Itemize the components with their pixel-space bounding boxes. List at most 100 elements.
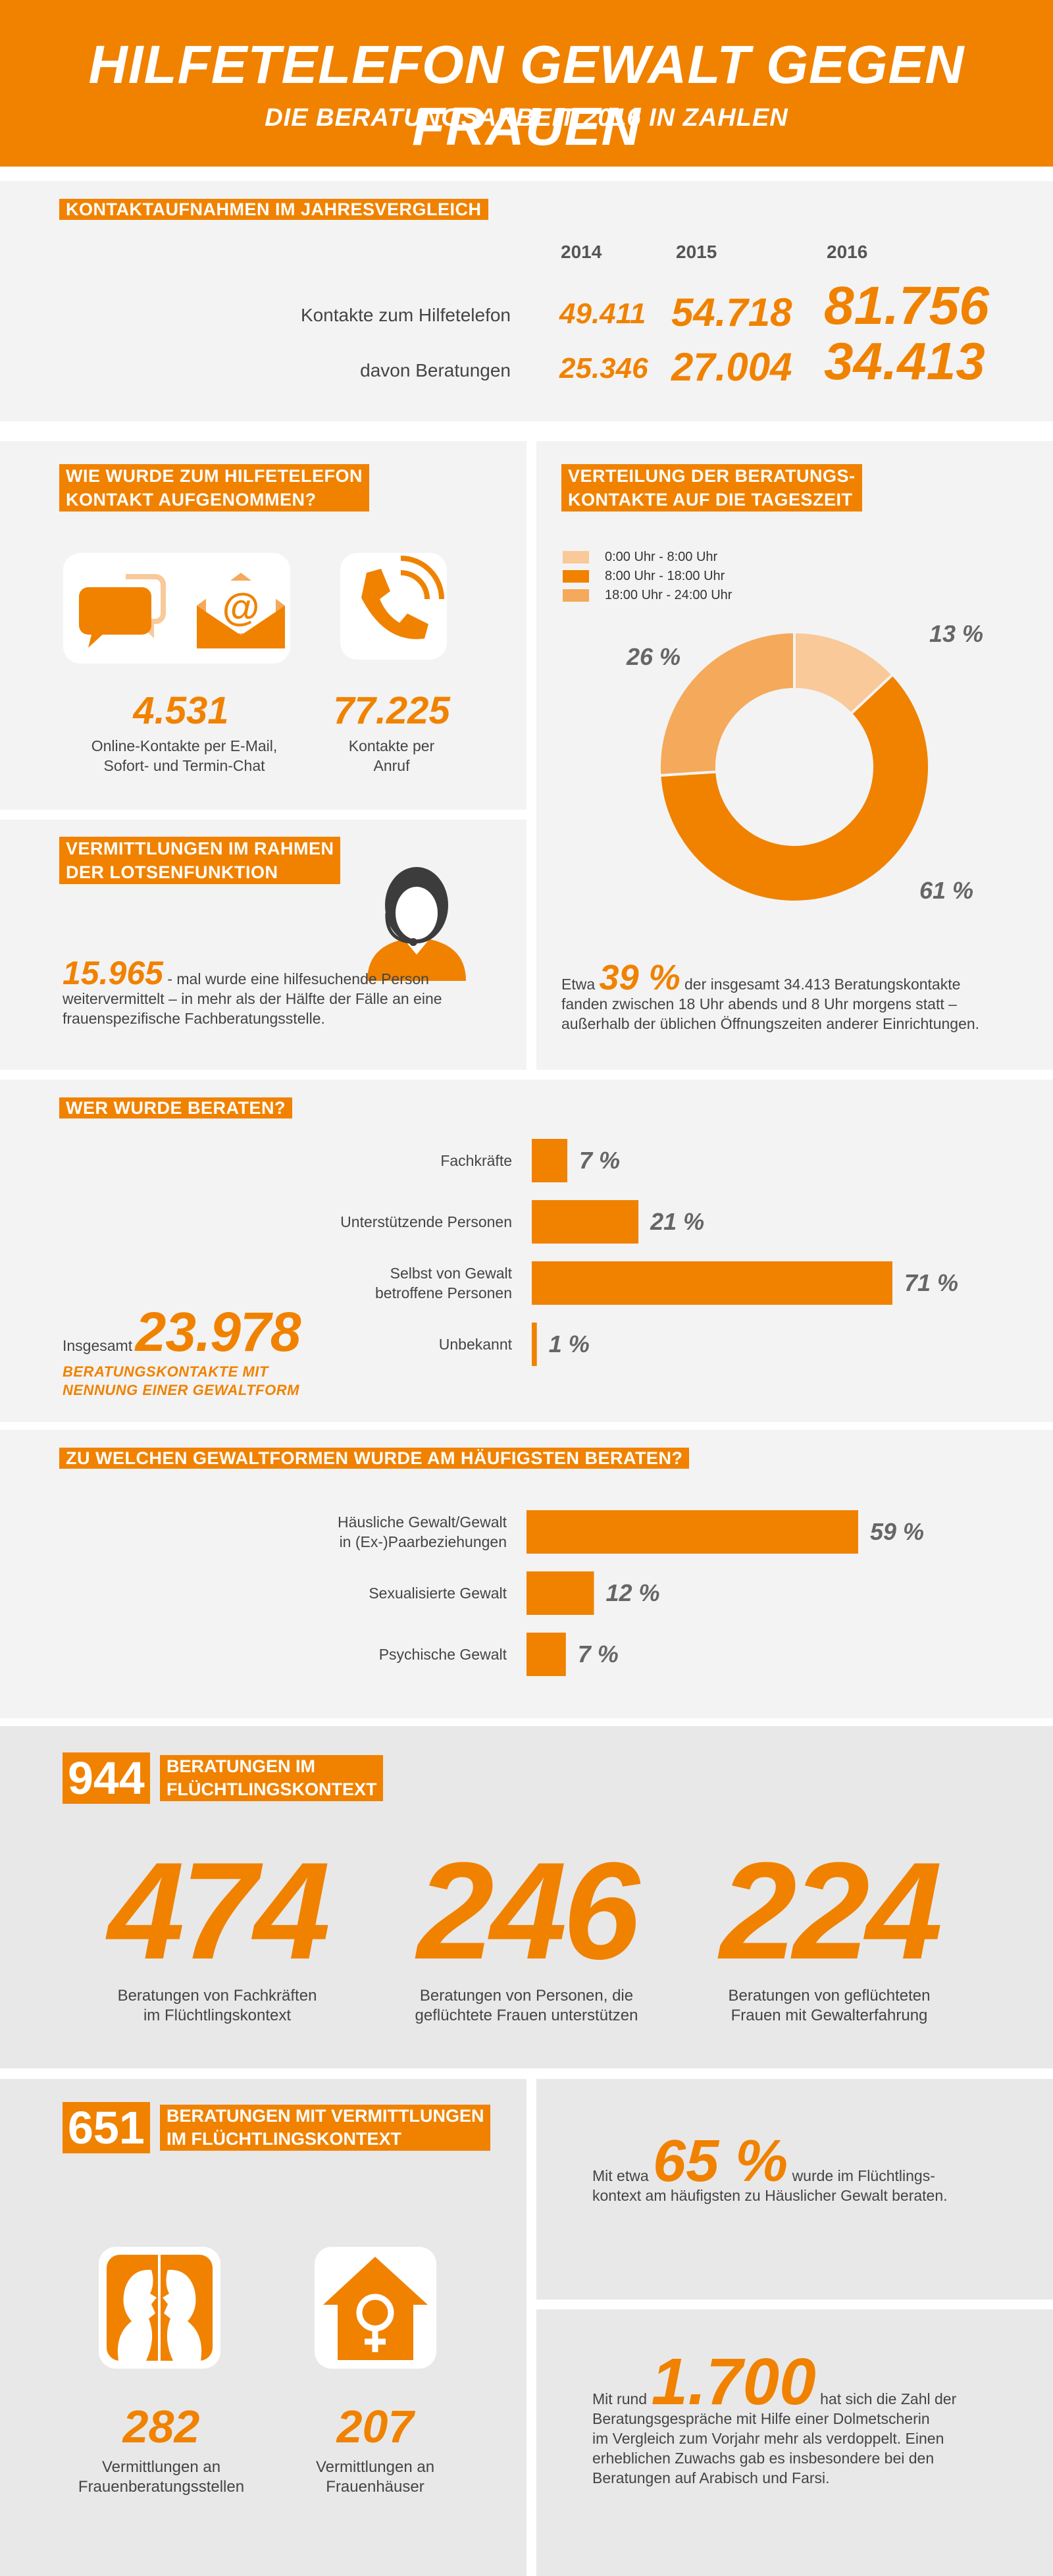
page-subtitle: DIE BERATUNGSARBEIT 2016 IN ZAHLEN bbox=[265, 104, 788, 132]
who-value-2: 71 % bbox=[904, 1269, 958, 1296]
contact-method-panel: WIE WURDE ZUM HILFETELEFON KONTAKT AUFGE… bbox=[0, 441, 526, 810]
contacts-heading: KONTAKTAUFNAHMEN IM JAHRESVERGLEICH bbox=[59, 199, 488, 220]
forms-category-2: Psychische Gewalt bbox=[379, 1646, 507, 1663]
who-value-3: 1 % bbox=[549, 1330, 590, 1357]
legend-swatch-day bbox=[563, 570, 589, 583]
who-category-3: Unbekannt bbox=[439, 1336, 513, 1353]
interpreter-panel: Mit rund 1.700 hat sich die Zahl der Ber… bbox=[536, 2309, 1053, 2576]
referrals-panel: VERMITTLUNGEN IM RAHMEN DER LOTSENFUNKTI… bbox=[0, 820, 526, 1070]
forms-category-0: Häusliche Gewalt/Gewalt in (Ex-)Paarbezie… bbox=[338, 1513, 507, 1550]
who-value-1: 21 % bbox=[650, 1208, 704, 1235]
consultations-2014: 25.346 bbox=[559, 352, 648, 384]
legend-label-day: 8:00 Uhr - 18:00 Uhr bbox=[605, 569, 725, 583]
who-total-prefix: Insgesamt bbox=[63, 1337, 133, 1354]
who-category-2: Selbst von Gewalt betroffene Personen bbox=[375, 1265, 513, 1301]
svg-text:@: @ bbox=[222, 586, 260, 629]
refugee-referrals-panel: 651 BERATUNGEN MIT VERMITTLUNGEN IM FLÜC… bbox=[0, 2079, 526, 2576]
row-consultations-label: davon Beratungen bbox=[360, 360, 511, 381]
online-contact-iconbox: @ bbox=[63, 553, 290, 664]
who-value-0: 7 % bbox=[579, 1147, 620, 1174]
refugee-women-caption: Beratungen von geflüchteten Frauen mit G… bbox=[728, 1987, 931, 2024]
who-category-1: Unterstützende Personen bbox=[340, 1213, 512, 1230]
refugee-referrals-heading-text: BERATUNGEN MIT VERMITTLUNGEN IM FLÜCHTLI… bbox=[160, 2105, 491, 2151]
contacts-panel: KONTAKTAUFNAHMEN IM JAHRESVERGLEICH 2014… bbox=[0, 181, 1053, 421]
legend-swatch-night bbox=[563, 551, 589, 564]
forms-bar-2 bbox=[526, 1633, 566, 1676]
daytime-heading: VERTEILUNG DER BERATUNGS- KONTAKTE AUF D… bbox=[561, 464, 862, 512]
interpreter-value: 1.700 bbox=[651, 2345, 816, 2419]
phone-contacts-value: 77.225 bbox=[333, 689, 450, 732]
contacts-2015: 54.718 bbox=[671, 290, 792, 334]
phone-iconbox bbox=[340, 553, 447, 660]
daytime-note-value: 39 % bbox=[599, 958, 681, 997]
contact-method-heading: WIE WURDE ZUM HILFETELEFON KONTAKT AUFGE… bbox=[59, 464, 369, 512]
donut-label-night: 13 % bbox=[929, 625, 983, 647]
refugee-referrals-shelter-value: 207 bbox=[336, 2401, 414, 2452]
house-female-icon bbox=[323, 2257, 428, 2360]
online-contacts-value: 4.531 bbox=[133, 689, 229, 732]
refugee-referrals-counseling-caption: Vermittlungen an Frauenberatungsstellen bbox=[78, 2458, 245, 2496]
consultations-2016: 34.413 bbox=[824, 332, 985, 390]
daytime-donut-chart: 13 % 61 % 26 % bbox=[626, 625, 983, 904]
domestic-panel: Mit etwa 65 % wurde im Flüchtlings- kont… bbox=[536, 2079, 1053, 2300]
page-title: HILFETELEFON GEWALT GEGEN FRAUEN bbox=[88, 35, 965, 157]
who-bar-1 bbox=[532, 1200, 639, 1244]
forms-bar-0 bbox=[526, 1510, 858, 1554]
forms-value-1: 12 % bbox=[606, 1579, 660, 1606]
consultations-2015: 27.004 bbox=[671, 345, 792, 389]
who-total-value: 23.978 bbox=[135, 1301, 301, 1363]
forms-category-1: Sexualisierte Gewalt bbox=[369, 1585, 507, 1602]
headset-operator-icon bbox=[367, 867, 466, 981]
referrals-text: 15.965 - mal wurde eine hilfesuchende Pe… bbox=[63, 955, 442, 1027]
donut-slice-evening bbox=[658, 630, 796, 777]
domestic-text: Mit etwa 65 % wurde im Flüchtlings- kont… bbox=[592, 2128, 948, 2204]
donut-label-evening: 26 % bbox=[626, 643, 681, 670]
interpreter-text: Mit rund 1.700 hat sich die Zahl der Ber… bbox=[592, 2345, 957, 2486]
email-icon: @ bbox=[197, 573, 285, 648]
legend-label-evening: 18:00 Uhr - 24:00 Uhr bbox=[605, 588, 732, 602]
who-category-0: Fachkräfte bbox=[440, 1152, 512, 1169]
year-2016: 2016 bbox=[827, 242, 868, 262]
refugee-women-value: 224 bbox=[719, 1833, 942, 1988]
refugee-referrals-shelter-caption: Vermittlungen an Frauenhäuser bbox=[315, 2458, 435, 2496]
online-contacts-caption: Online-Kontakte per E-Mail, Sofort- und … bbox=[91, 737, 278, 774]
daytime-panel: VERTEILUNG DER BERATUNGS- KONTAKTE AUF D… bbox=[536, 441, 1053, 1070]
header-banner: HILFETELEFON GEWALT GEGEN FRAUEN DIE BER… bbox=[0, 0, 1053, 167]
forms-panel: ZU WELCHEN GEWALTFORMEN WURDE AM HÄUFIGS… bbox=[0, 1430, 1053, 1718]
legend-swatch-evening bbox=[563, 589, 589, 602]
who-total-sub: BERATUNGSKONTAKTE MIT NENNUNG EINER GEWA… bbox=[63, 1363, 299, 1398]
refugee-supporters-value: 246 bbox=[417, 1833, 640, 1988]
refugee-count: 944 bbox=[63, 1752, 150, 1804]
faces-iconbox bbox=[99, 2247, 220, 2369]
legend-label-night: 0:00 Uhr - 8:00 Uhr bbox=[605, 550, 718, 564]
who-bar-0 bbox=[532, 1139, 568, 1182]
house-iconbox bbox=[315, 2247, 436, 2369]
referrals-value: 15.965 bbox=[63, 955, 163, 991]
refugee-professionals-value: 474 bbox=[107, 1833, 330, 1988]
refugee-referrals-counseling-value: 282 bbox=[122, 2401, 200, 2452]
forms-bar-1 bbox=[526, 1571, 594, 1615]
forms-value-2: 7 % bbox=[578, 1641, 619, 1668]
who-bar-2 bbox=[532, 1261, 892, 1305]
row-contacts-label: Kontakte zum Hilfetelefon bbox=[300, 305, 511, 325]
phone-contacts-caption: Kontakte per Anruf bbox=[348, 737, 435, 774]
forms-bar-chart: Häusliche Gewalt/Gewalt in (Ex-)Paarbezie… bbox=[338, 1510, 924, 1676]
faces-icon bbox=[107, 2255, 213, 2361]
daytime-note: Etwa 39 % der insgesamt 34.413 Beratungs… bbox=[561, 958, 980, 1032]
forms-heading: ZU WELCHEN GEWALTFORMEN WURDE AM HÄUFIGS… bbox=[59, 1448, 690, 1469]
who-panel: WER WURDE BERATEN? Fachkräfte 7 % Unterstü… bbox=[0, 1080, 1053, 1422]
refugee-panel: 944 BERATUNGEN IM FLÜCHTLINGSKONTEXT 474… bbox=[0, 1726, 1053, 2068]
refugee-professionals-caption: Beratungen von Fachkräften im Flüchtling… bbox=[117, 1987, 317, 2024]
year-2014: 2014 bbox=[561, 242, 602, 262]
who-bar-3 bbox=[532, 1323, 537, 1366]
chat-bubbles-icon bbox=[79, 574, 166, 648]
year-2015: 2015 bbox=[676, 242, 717, 262]
who-total: Insgesamt 23.978 bbox=[63, 1300, 392, 1364]
refugee-heading-text: BERATUNGEN IM FLÜCHTLINGSKONTEXT bbox=[160, 1755, 384, 1801]
phone-icon bbox=[361, 556, 444, 639]
refugee-referrals-count: 651 bbox=[63, 2102, 150, 2153]
donut-label-day: 61 % bbox=[919, 877, 973, 904]
forms-value-0: 59 % bbox=[870, 1518, 924, 1545]
who-heading: WER WURDE BERATEN? bbox=[59, 1097, 292, 1118]
who-bar-chart: Fachkräfte 7 % Unterstützende Personen 21 %… bbox=[340, 1139, 958, 1366]
